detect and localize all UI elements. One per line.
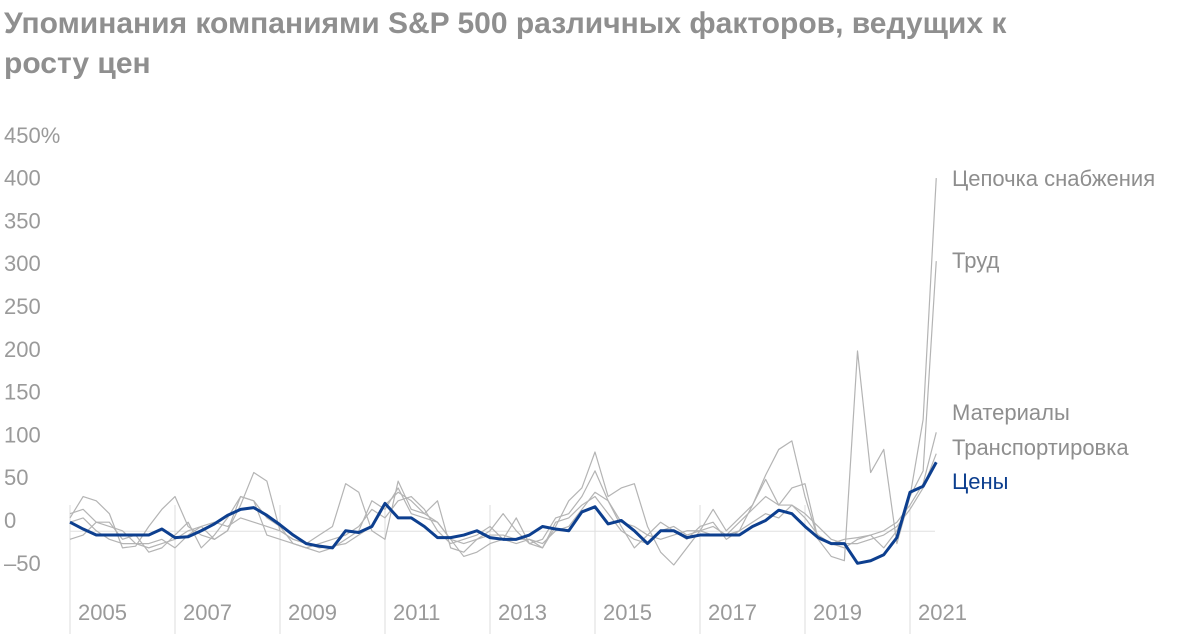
series-label: Цепочка снабжения <box>952 166 1155 191</box>
x-tick-label: 2019 <box>813 600 862 625</box>
series-label: Материалы <box>952 400 1070 425</box>
x-tick-label: 2007 <box>183 600 232 625</box>
y-tick-label: 50 <box>4 465 28 490</box>
y-tick-label: –50 <box>4 551 41 576</box>
y-tick-label: 200 <box>4 337 41 362</box>
y-tick-label: 350 <box>4 208 41 233</box>
series-label: Цены <box>952 469 1008 494</box>
y-tick-label: 300 <box>4 251 41 276</box>
x-tick-label: 2005 <box>78 600 127 625</box>
series-line <box>69 261 937 558</box>
series-label: Транспортировка <box>952 435 1129 460</box>
y-tick-label: 100 <box>4 422 41 447</box>
y-tick-label: 250 <box>4 294 41 319</box>
x-tick-label: 2017 <box>708 600 757 625</box>
series-label: Труд <box>952 248 999 273</box>
x-tick-label: 2013 <box>498 600 547 625</box>
series-line <box>69 461 938 565</box>
x-tick-label: 2015 <box>603 600 652 625</box>
y-tick-label: 450% <box>4 123 60 148</box>
y-tick-label: 400 <box>4 166 41 191</box>
x-tick-label: 2021 <box>918 600 967 625</box>
x-tick-label: 2009 <box>288 600 337 625</box>
chart-title: Упоминания компаниями S&P 500 различных … <box>4 7 1007 80</box>
series-line <box>69 178 937 566</box>
x-tick-label: 2011 <box>393 600 440 625</box>
y-tick-label: 0 <box>4 508 16 533</box>
y-tick-label: 150 <box>4 380 41 405</box>
